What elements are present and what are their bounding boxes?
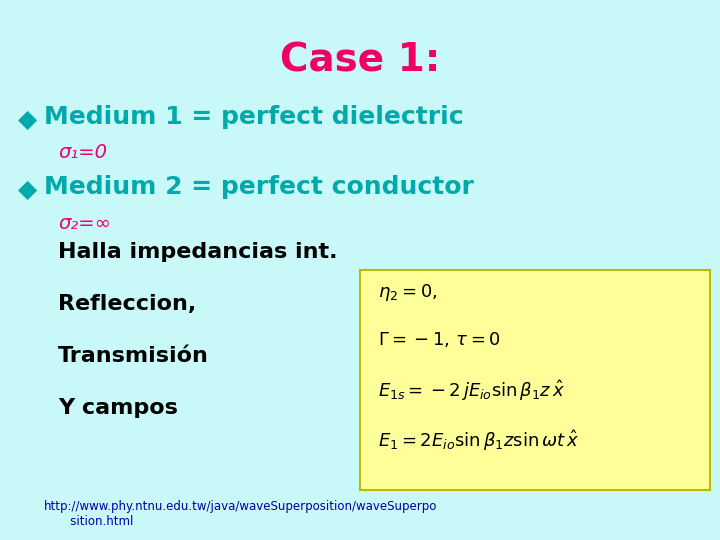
Text: $E_{1s} = -2\,j E_{io}\sin\beta_1 z\,\hat{x}$: $E_{1s} = -2\,j E_{io}\sin\beta_1 z\,\ha… [378,378,565,403]
Text: http://www.phy.ntnu.edu.tw/java/waveSuperposition/waveSuperpo
       sition.html: http://www.phy.ntnu.edu.tw/java/waveSupe… [44,500,437,528]
Text: Transmisión: Transmisión [58,346,209,366]
Text: Case 1:: Case 1: [280,42,440,80]
Text: σ₁=0: σ₁=0 [58,143,107,162]
Text: σ₂=∞: σ₂=∞ [58,214,111,233]
Text: Halla impedancias int.: Halla impedancias int. [58,242,338,262]
Text: $\eta_2 = 0,$: $\eta_2 = 0,$ [378,282,438,303]
Text: Refleccion,: Refleccion, [58,294,197,314]
Text: Y campos: Y campos [58,398,178,418]
Text: ◆: ◆ [18,178,37,202]
Text: Medium 1 = perfect dielectric: Medium 1 = perfect dielectric [44,105,464,129]
Text: ◆: ◆ [18,108,37,132]
Text: Medium 2 = perfect conductor: Medium 2 = perfect conductor [44,175,474,199]
Text: $\Gamma = -1,\, \tau = 0$: $\Gamma = -1,\, \tau = 0$ [378,330,501,349]
Bar [360,270,710,490]
Text: $E_1 = 2 E_{io}\sin\beta_1 z\sin\omega t\,\hat{x}$: $E_1 = 2 E_{io}\sin\beta_1 z\sin\omega t… [378,428,580,453]
